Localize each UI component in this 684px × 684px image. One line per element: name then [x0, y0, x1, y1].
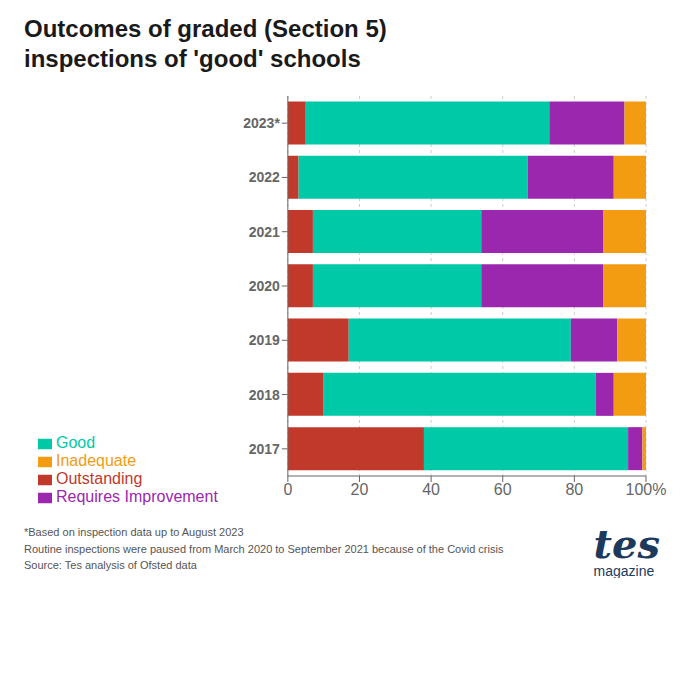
svg-text:2021: 2021 — [249, 224, 280, 240]
svg-text:20: 20 — [351, 481, 369, 498]
svg-text:60: 60 — [494, 481, 512, 498]
svg-text:2020: 2020 — [249, 278, 280, 294]
svg-text:2022: 2022 — [249, 169, 280, 185]
svg-text:2017: 2017 — [249, 441, 280, 457]
svg-text:2018: 2018 — [249, 387, 280, 403]
svg-text:80: 80 — [565, 481, 583, 498]
html-text:Outcomes of graded (Section 5): Outcomes of graded (Section 5) inspectio… — [24, 15, 387, 72]
svg-text:100%: 100% — [626, 481, 667, 498]
html-text:tes: tes — [593, 520, 660, 567]
svg-text:0: 0 — [283, 481, 292, 498]
html-text:Outstanding: Outstanding — [56, 470, 143, 487]
html-text:Requires Improvement: Requires Improvement — [56, 488, 218, 505]
html-text:Source: Tes analysis of Ofsted: Source: Tes analysis of Ofsted data — [24, 559, 197, 571]
svg-text:2023*: 2023* — [243, 115, 280, 131]
html-text:Good: Good — [56, 434, 96, 451]
svg-text:2019: 2019 — [249, 332, 280, 348]
html-text:magazine: magazine — [593, 563, 655, 579]
html-text:*Based on inspection data up t: *Based on inspection data up to August 2… — [24, 526, 244, 538]
html-text:Routine inspections were pause: Routine inspections were paused from Mar… — [24, 542, 504, 555]
html-text:Inadequate: Inadequate — [56, 452, 137, 469]
svg-text:40: 40 — [422, 481, 440, 498]
